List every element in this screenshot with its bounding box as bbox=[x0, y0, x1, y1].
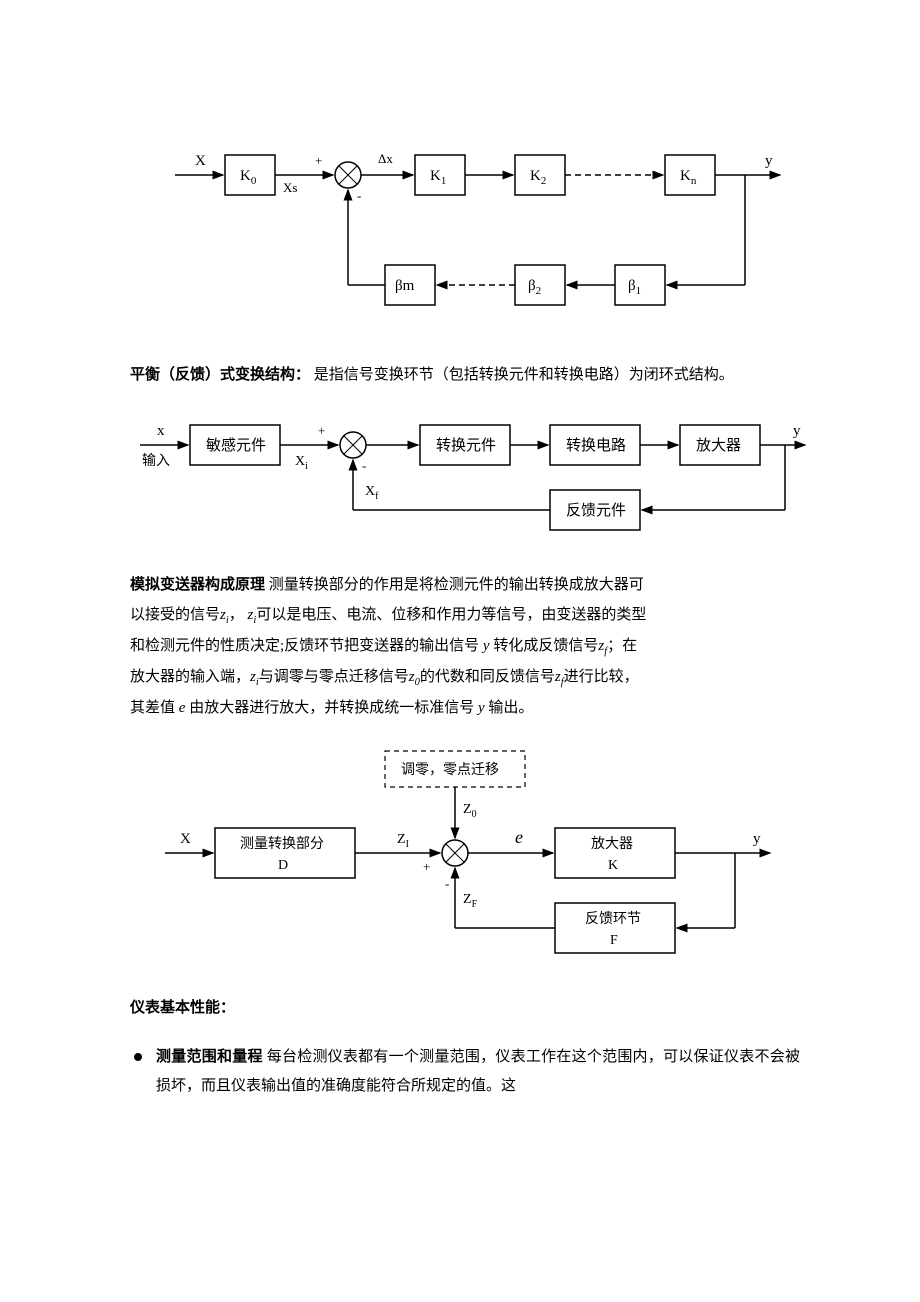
d1-k2: K2 bbox=[530, 168, 546, 187]
diagram-sensor-chain: x 输入 敏感元件 + Xi - 转换元件 转换电路 放大器 y 反馈元件 Xf bbox=[130, 410, 810, 540]
d2-conv-elem: 转换元件 bbox=[436, 437, 496, 454]
d3-fb-sub: F bbox=[610, 933, 618, 948]
d1-b2: β2 bbox=[528, 278, 541, 297]
d1-dx: Δx bbox=[378, 151, 393, 166]
bullet-measurement-range: 测量范围和量程 每台检测仪表都有一个测量范围，仪表工作在这个范围内，可以保证仪表… bbox=[130, 1043, 800, 1100]
body-feedback: 是指信号变换环节（包括转换元件和转换电路）为闭环式结构。 bbox=[314, 367, 734, 383]
para-analog-transmitter: 模拟变送器构成原理 测量转换部分的作用是将检测元件的输出转换成放大器可 以接受的… bbox=[130, 570, 800, 723]
bullet-title: 测量范围和量程 bbox=[156, 1049, 263, 1065]
d2-minus: - bbox=[362, 458, 366, 473]
d1-y: y bbox=[765, 153, 773, 169]
d3-meas: 测量转换部分 bbox=[240, 835, 324, 852]
d2-sensor: 敏感元件 bbox=[206, 437, 266, 454]
para-feedback-structure: 平衡（反馈）式变换结构： 是指信号变换环节（包括转换元件和转换电路）为闭环式结构… bbox=[130, 360, 800, 390]
d1-k1: K1 bbox=[430, 168, 446, 187]
d3-z0: Z0 bbox=[463, 802, 477, 820]
title-feedback: 平衡（反馈）式变换结构： bbox=[130, 367, 310, 383]
d1-plus: + bbox=[315, 153, 322, 168]
d3-fb: 反馈环节 bbox=[585, 911, 641, 927]
d3-x: X bbox=[180, 831, 191, 847]
d2-y: y bbox=[793, 423, 801, 439]
d3-y: y bbox=[753, 831, 761, 847]
d1-kn: Kn bbox=[680, 168, 697, 187]
d1-bm: βm bbox=[395, 278, 415, 294]
d3-zf: ZF bbox=[463, 892, 478, 910]
d2-x: x bbox=[157, 423, 165, 439]
d3-amp: 放大器 bbox=[591, 836, 633, 852]
d3-minus: - bbox=[445, 876, 449, 891]
title-analog: 模拟变送器构成原理 bbox=[130, 577, 265, 593]
d3-plus: + bbox=[423, 859, 430, 874]
d3-meas-sub: D bbox=[278, 858, 288, 873]
d1-b1: β1 bbox=[628, 278, 641, 297]
d2-conv-circ: 转换电路 bbox=[566, 437, 626, 454]
d3-amp-sub: K bbox=[608, 858, 618, 873]
d2-xf: Xf bbox=[365, 484, 379, 502]
d3-zeroset: 调零，零点迁移 bbox=[401, 762, 499, 778]
bullet-icon bbox=[134, 1053, 142, 1061]
d1-k0: K0 bbox=[240, 168, 257, 187]
diagram-feedback-chain: X K0 Xs + - Δx K1 K2 Kn y β1 β2 βm bbox=[135, 130, 795, 330]
d3-zi: ZI bbox=[397, 832, 409, 850]
d3-e: e bbox=[515, 827, 523, 847]
d2-input-label: 输入 bbox=[142, 453, 170, 469]
diagram-transmitter-principle: 调零，零点迁移 Z0 X 测量转换部分 D ZI + - e 放大器 K y 反… bbox=[145, 743, 785, 963]
heading-instrument-perf: 仪表基本性能： bbox=[130, 993, 800, 1023]
d1-xs: Xs bbox=[283, 180, 297, 195]
d2-plus: + bbox=[318, 423, 325, 438]
d2-fb: 反馈元件 bbox=[566, 502, 626, 519]
d1-minus: - bbox=[357, 188, 361, 203]
d1-x: X bbox=[195, 153, 206, 169]
d2-amp: 放大器 bbox=[696, 437, 741, 454]
d2-xi: Xi bbox=[295, 454, 308, 472]
